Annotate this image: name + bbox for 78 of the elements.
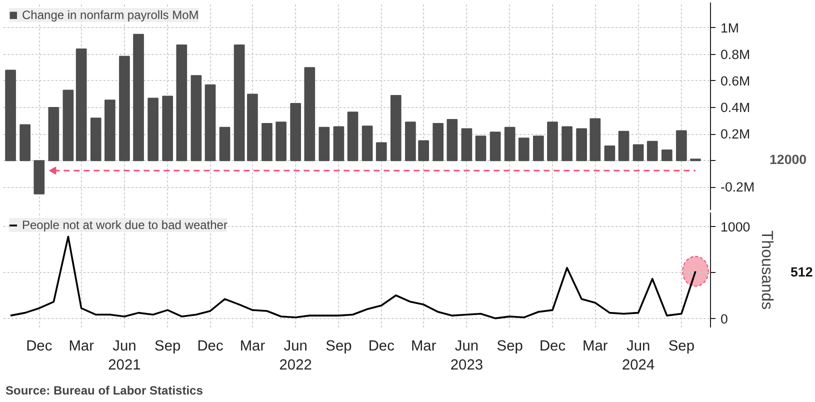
legend-label: Change in nonfarm payrolls MoM: [22, 8, 199, 22]
x-tick-label: Sep: [668, 338, 694, 354]
bar: [604, 146, 616, 162]
bar: [533, 136, 544, 162]
bar: [48, 106, 60, 162]
bar: [461, 128, 472, 162]
bar: [518, 138, 530, 162]
bar: [562, 126, 572, 162]
bar: [432, 122, 444, 162]
bar: [76, 48, 87, 162]
y-tick-label: 1000: [720, 220, 750, 235]
x-tick-label: Sep: [496, 338, 523, 354]
bar: [234, 44, 245, 162]
bar: [676, 130, 687, 162]
bar: [347, 112, 358, 162]
x-tick-label: Dec: [368, 338, 394, 354]
y-axis-title: Thousands: [758, 230, 776, 310]
bar: [475, 136, 486, 162]
y-tick-label: -0.2M: [720, 180, 755, 195]
bar: [219, 126, 230, 162]
x-tick-label: Dec: [26, 338, 52, 354]
bar: [190, 75, 202, 162]
x-tick-label: Dec: [539, 338, 566, 354]
bar: [390, 95, 402, 162]
bar: [590, 118, 601, 162]
bar: [104, 100, 116, 162]
bar: [646, 140, 658, 162]
x-tick-label: Mar: [240, 338, 266, 354]
bar: [148, 98, 158, 162]
bar: [362, 126, 373, 162]
bar: [62, 90, 74, 162]
y-tick-label: 1M: [720, 20, 740, 36]
bar: [204, 84, 216, 162]
bar: [90, 118, 102, 162]
bar: [632, 144, 644, 162]
x-tick-label: Sep: [326, 338, 352, 354]
bar: [661, 150, 672, 162]
x-tick-label: Sep: [154, 338, 181, 354]
x-tick-label: Mar: [582, 338, 608, 354]
x-tick-label: Mar: [68, 338, 94, 354]
bar: [376, 142, 387, 162]
x-tick-label: Dec: [197, 338, 224, 354]
bar: [20, 124, 30, 162]
bar: [547, 122, 558, 162]
text: 12000: [770, 152, 807, 168]
bar: [290, 103, 302, 162]
x-tick-label: Jun 2021: [108, 338, 141, 374]
bar: [304, 67, 316, 162]
bar: [504, 126, 516, 162]
text: 512: [790, 264, 813, 280]
bar: [490, 132, 501, 162]
y-tick-label: 0: [720, 311, 728, 326]
bar: [446, 118, 458, 162]
bar: [162, 96, 174, 162]
y-tick-label: 0.8M: [720, 46, 750, 62]
bar: [262, 122, 272, 162]
y-tick-label: 0.4M: [720, 100, 750, 115]
bar: [34, 160, 45, 194]
bar: [247, 94, 258, 162]
bar: [133, 34, 144, 162]
bar: [119, 56, 130, 162]
legend-label: People not at work due to bad weather: [22, 218, 228, 232]
bar: [418, 140, 429, 162]
y-tick-label: 0.2M: [720, 126, 750, 142]
bar: [276, 122, 286, 162]
bar: [405, 122, 416, 162]
bar: [576, 128, 587, 162]
x-tick-label: Jun 2022: [279, 338, 312, 374]
x-tick-label: Jun 2023: [450, 338, 484, 374]
source-note: Source: Bureau of Labor Statistics: [6, 384, 204, 398]
bar: [176, 44, 188, 162]
bar: [333, 126, 344, 162]
bar: [318, 126, 330, 162]
x-tick-label: Jun 2024: [622, 338, 655, 374]
y-tick-label: 0.6M: [720, 73, 750, 88]
bar: [5, 70, 16, 162]
bar: [618, 130, 630, 162]
x-tick-label: Mar: [410, 338, 436, 354]
